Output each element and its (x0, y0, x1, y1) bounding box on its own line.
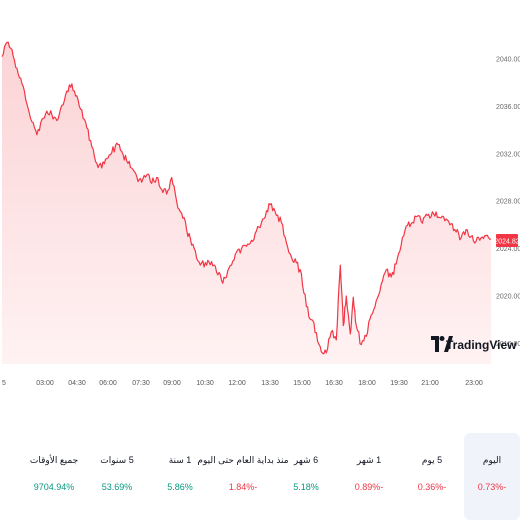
period-change-value: 5.86% (167, 482, 193, 492)
x-axis-tick-label: 15:00 (293, 380, 311, 387)
price-area-fill (2, 42, 491, 364)
time-axis: 5 03:00 04:30 06:00 07:30 09:00 10:30 12:00 13:3… (2, 380, 483, 387)
y-axis-tick-label: 2028.00 (496, 199, 520, 206)
x-axis-tick-label: 04:30 (68, 380, 86, 387)
x-axis-tick-label: 18:00 (358, 380, 376, 387)
period-1[interactable]: 5 يوم 0.36%- (401, 433, 463, 520)
period-label: اليوم (482, 455, 502, 465)
x-axis-tick-label: 09:00 (163, 380, 181, 387)
period-label: 1 سنة (168, 455, 192, 465)
svg-text:2024.82: 2024.82 (494, 239, 519, 246)
x-axis-tick-label: 23:00 (465, 380, 483, 387)
period-label: 1 شهر (356, 455, 382, 465)
x-axis-tick-label: 19:30 (390, 380, 408, 387)
period-label: جميع الأوقات (29, 455, 79, 465)
period-change-value: 0.36%- (417, 482, 447, 492)
tradingview-watermark: TradingView (431, 336, 517, 352)
period-label: منذ بداية العام حتى اليوم (197, 455, 289, 465)
x-axis-tick-label: 10:30 (196, 380, 214, 387)
period-5[interactable]: 1 سنة 5.86% (149, 433, 211, 520)
last-price-tag: 2024.82 (494, 234, 520, 247)
x-axis-tick-label: 5 (2, 380, 6, 387)
x-axis-tick-label: 16:30 (325, 380, 343, 387)
x-axis-tick-label: 06:00 (99, 380, 117, 387)
y-axis-tick-label: 2036.00 (496, 104, 520, 111)
period-label: 6 شهر (293, 455, 319, 465)
performance-periods: اليوم 0.73%- 5 يوم 0.36%- 1 شهر 0.89%- 6 شهر 5.… (6, 433, 520, 520)
period-change-value: 53.69% (101, 482, 133, 492)
y-axis-tick-label: 2032.00 (496, 151, 520, 158)
y-axis-tick-label: 2040.00 (496, 57, 520, 64)
period-0[interactable]: اليوم 0.73%- (464, 433, 520, 520)
period-label: 5 يوم (421, 455, 443, 465)
price-line (1, 41, 492, 355)
period-7[interactable]: جميع الأوقات 9704.94% (23, 433, 85, 520)
x-axis-tick-label: 07:30 (132, 380, 150, 387)
period-4[interactable]: منذ بداية العام حتى اليوم 1.84%- (197, 433, 288, 520)
period-label: 5 سنوات (100, 455, 134, 465)
period-6[interactable]: 5 سنوات 53.69% (86, 433, 148, 520)
x-axis-tick-label: 12:00 (228, 380, 246, 387)
y-axis-tick-label: 2016.00 (496, 341, 520, 348)
x-axis-tick-label: 21:00 (421, 380, 439, 387)
y-axis-tick-label: 2020.00 (496, 294, 520, 301)
price-chart[interactable]: 2016.00 2020.00 2024.00 2028.00 2032.00 2036.… (0, 0, 520, 400)
x-axis-tick-label: 13:30 (261, 380, 279, 387)
period-3[interactable]: 6 شهر 5.18% (275, 433, 337, 520)
price-axis: 2016.00 2020.00 2024.00 2028.00 2032.00 2036.… (496, 57, 520, 348)
x-axis-tick-label: 03:00 (36, 380, 54, 387)
period-2[interactable]: 1 شهر 0.89%- (338, 433, 400, 520)
y-axis-tick-label: 2024.00 (496, 246, 520, 253)
period-change-value: 5.18% (293, 482, 319, 492)
period-change-value: 0.73%- (477, 482, 507, 492)
tradingview-logo-text: TradingView (446, 338, 517, 352)
period-change-value: 9704.94% (33, 482, 75, 492)
period-change-value: 0.89%- (354, 482, 384, 492)
tradingview-logo-icon (431, 336, 453, 352)
period-change-value: 1.84%- (228, 482, 258, 492)
